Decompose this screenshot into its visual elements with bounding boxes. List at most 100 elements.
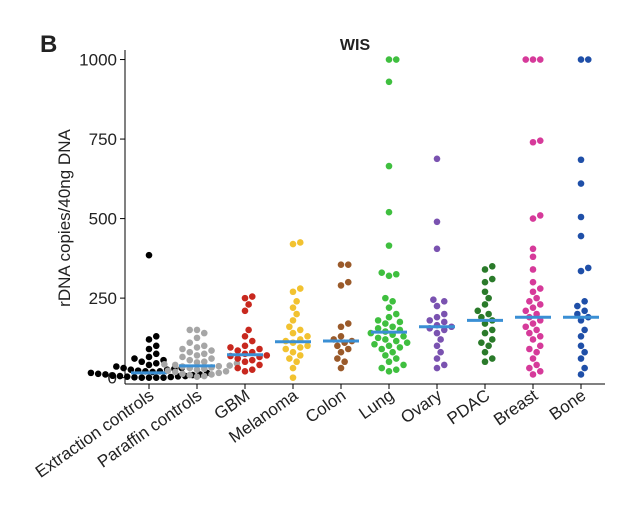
data-point xyxy=(152,360,160,367)
data-point xyxy=(385,162,393,170)
data-point xyxy=(374,334,382,342)
data-point xyxy=(179,370,186,378)
data-point xyxy=(584,264,592,272)
data-point xyxy=(392,366,400,373)
data-point xyxy=(371,340,378,348)
data-point xyxy=(382,320,389,327)
data-point xyxy=(164,367,172,374)
data-point xyxy=(440,310,448,318)
data-point xyxy=(581,348,588,356)
data-point xyxy=(263,352,271,359)
data-point xyxy=(581,307,588,315)
data-point xyxy=(226,362,233,369)
data-point xyxy=(382,336,389,343)
data-point xyxy=(437,336,444,343)
data-point xyxy=(296,344,304,351)
data-point xyxy=(488,355,496,362)
data-point xyxy=(529,56,537,63)
data-point xyxy=(378,269,386,276)
data-point xyxy=(145,374,153,381)
data-point xyxy=(113,363,120,370)
data-point xyxy=(337,282,345,289)
data-point xyxy=(337,364,345,372)
data-point xyxy=(160,374,167,381)
data-point xyxy=(293,310,300,318)
data-point xyxy=(378,345,386,353)
data-point xyxy=(293,297,300,305)
data-point xyxy=(289,240,297,248)
data-point xyxy=(526,329,533,337)
data-point xyxy=(245,301,252,308)
data-point xyxy=(481,288,489,296)
panel-label: B xyxy=(40,31,57,58)
data-point xyxy=(344,278,352,286)
data-point xyxy=(529,215,537,222)
data-point xyxy=(186,356,194,364)
data-point xyxy=(529,288,537,296)
data-point xyxy=(378,364,386,372)
data-point xyxy=(344,320,352,327)
data-point xyxy=(433,245,441,253)
y-axis-label: rDNA copies/40ng DNA xyxy=(55,129,74,307)
data-point xyxy=(241,342,249,350)
data-point xyxy=(481,320,489,327)
data-point xyxy=(304,342,311,350)
data-point xyxy=(341,358,348,366)
data-point xyxy=(403,339,411,346)
data-point xyxy=(186,326,194,334)
data-point xyxy=(389,297,396,305)
data-point xyxy=(131,374,138,381)
data-point xyxy=(385,78,393,86)
data-point xyxy=(481,348,489,356)
data-point xyxy=(87,369,95,377)
data-point xyxy=(577,232,585,240)
data-point xyxy=(440,297,448,305)
data-point xyxy=(208,355,215,362)
data-point xyxy=(245,326,252,334)
data-point xyxy=(127,366,135,373)
data-point xyxy=(296,239,304,246)
data-point xyxy=(577,342,585,350)
data-point xyxy=(536,56,544,63)
data-point xyxy=(152,374,160,381)
data-point xyxy=(481,301,489,308)
data-point xyxy=(120,364,127,372)
x-tick-label: Colon xyxy=(302,386,349,427)
y-tick-label: 750 xyxy=(89,130,117,149)
data-point xyxy=(382,352,389,359)
data-point xyxy=(334,355,341,362)
data-point xyxy=(440,361,448,369)
data-point xyxy=(433,364,441,372)
data-point xyxy=(437,348,444,356)
data-point xyxy=(481,358,489,366)
data-point xyxy=(529,320,537,327)
data-point xyxy=(222,367,230,375)
data-point xyxy=(577,317,585,324)
data-point xyxy=(382,294,389,302)
data-point xyxy=(179,345,186,353)
data-point xyxy=(481,329,489,337)
data-point xyxy=(289,288,297,296)
data-point xyxy=(577,371,585,378)
data-point xyxy=(193,359,201,366)
data-point xyxy=(385,304,393,311)
data-point xyxy=(193,352,201,359)
data-point xyxy=(227,344,234,351)
data-point xyxy=(94,370,102,378)
data-point xyxy=(289,364,297,372)
data-point xyxy=(215,362,223,370)
data-point xyxy=(433,155,441,163)
data-point xyxy=(248,293,256,300)
data-point xyxy=(529,371,537,378)
data-point xyxy=(241,358,249,366)
data-point xyxy=(171,361,179,369)
data-point xyxy=(234,347,242,354)
data-point xyxy=(392,56,400,63)
data-point xyxy=(385,358,393,366)
data-point xyxy=(138,374,146,381)
data-point xyxy=(167,373,175,381)
data-point xyxy=(440,326,448,334)
data-point xyxy=(256,345,263,353)
data-point xyxy=(152,332,160,340)
